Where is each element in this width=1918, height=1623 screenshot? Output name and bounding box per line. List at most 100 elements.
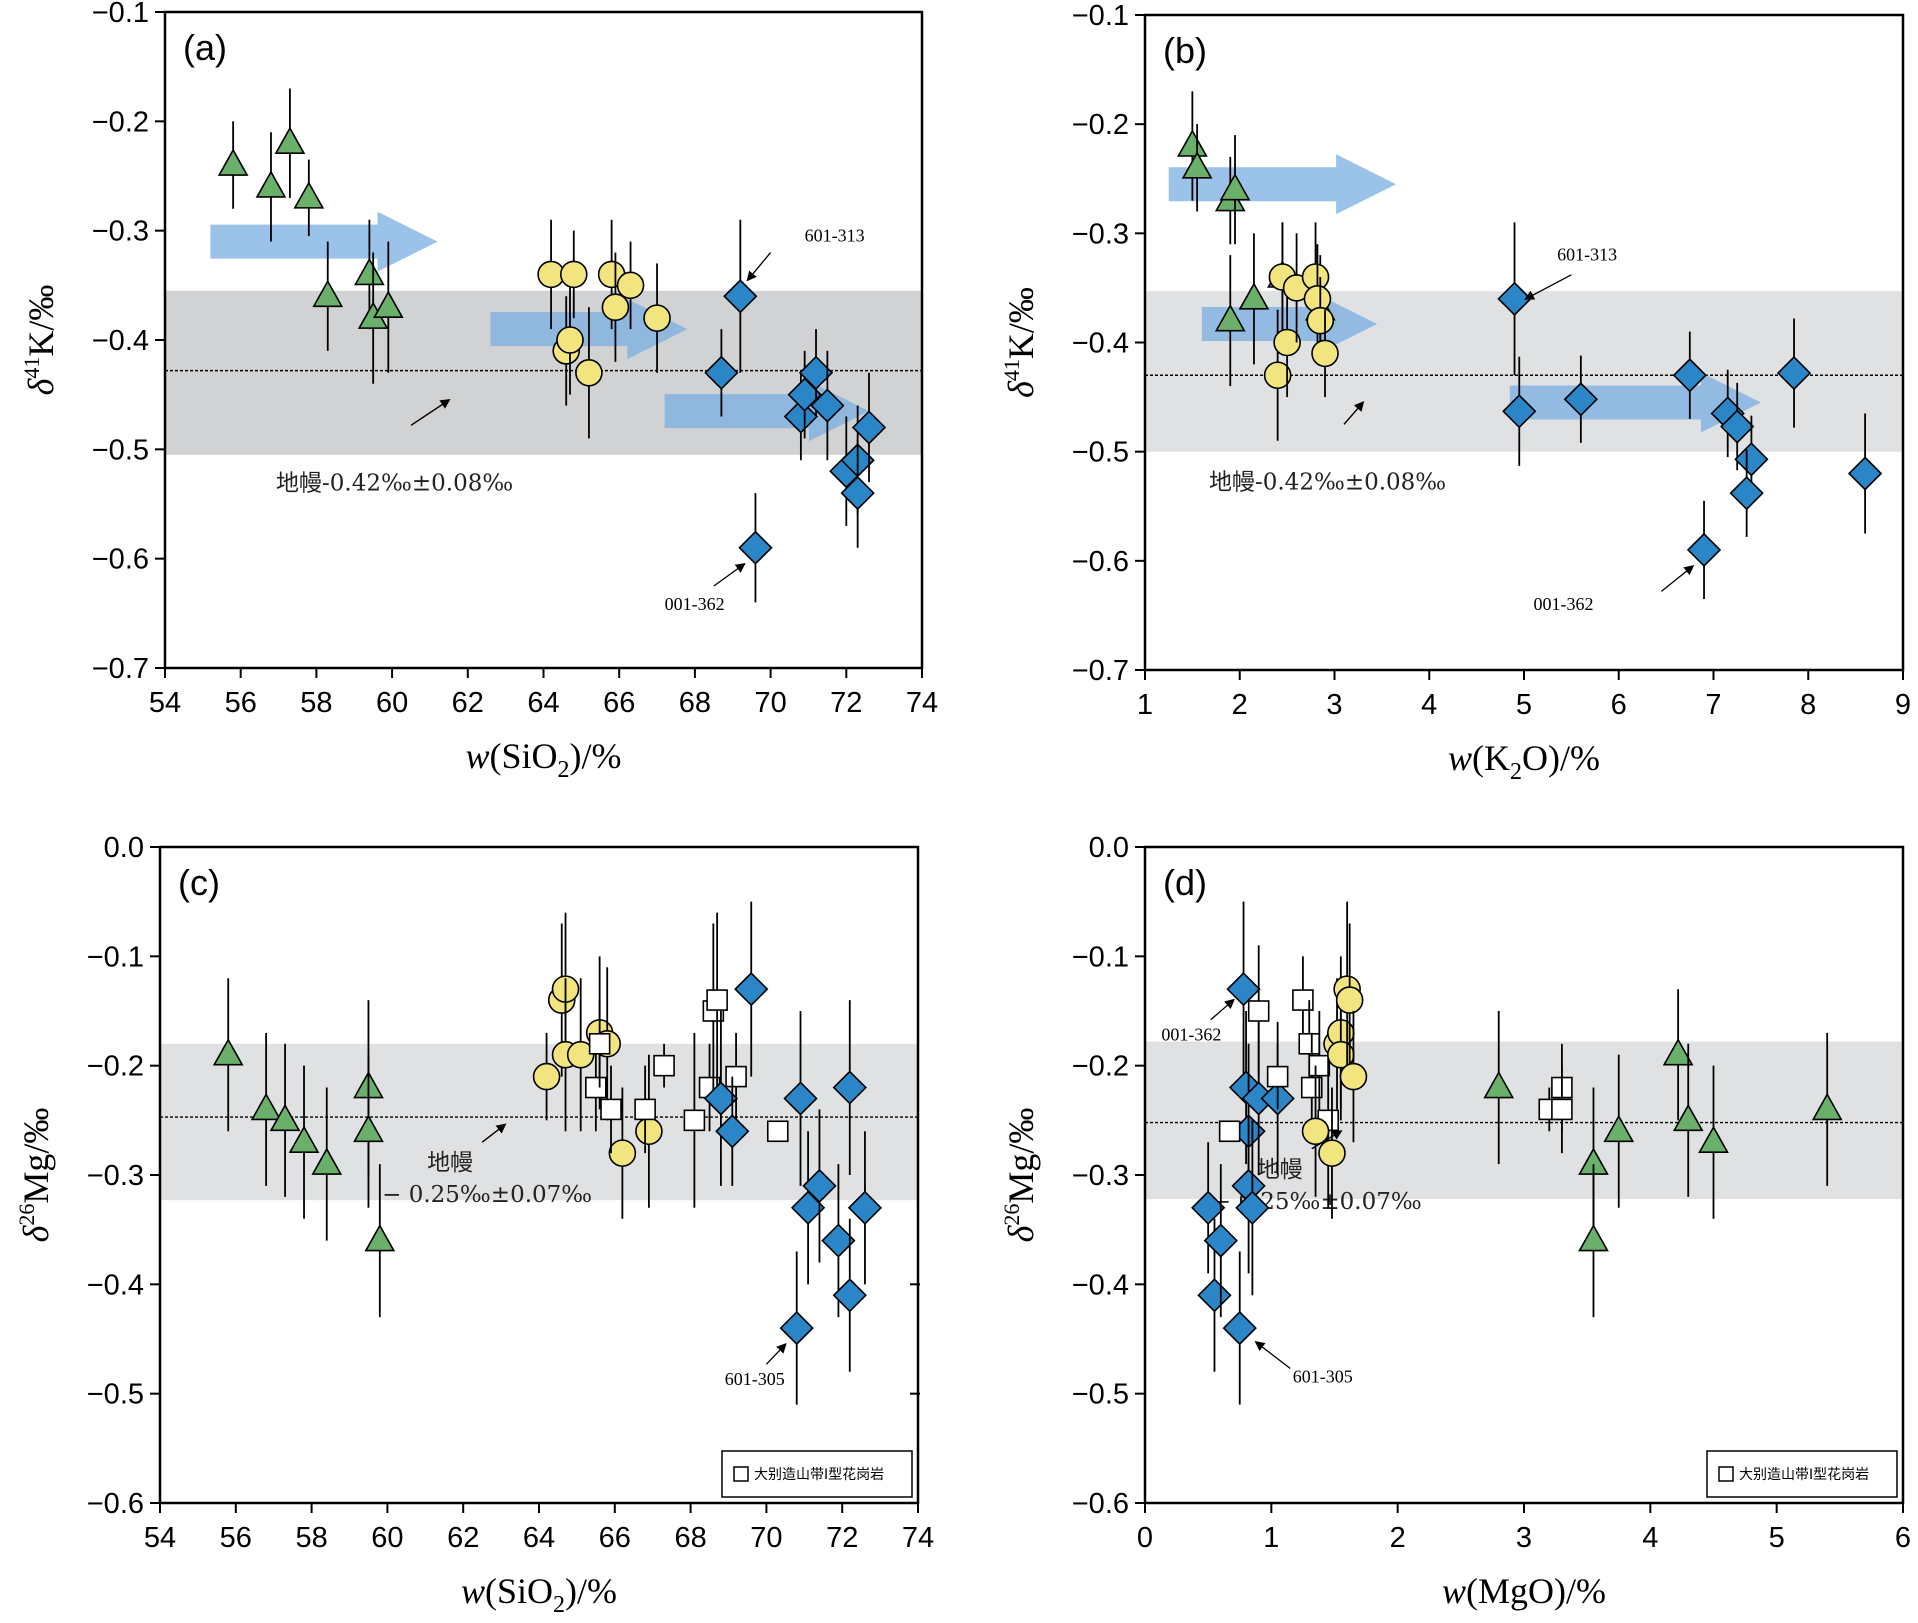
series-diamond [704,219,887,603]
x-tick-label: 62 [452,687,484,719]
diamond-point [1226,972,1261,1007]
x-tick-label: 0 [1137,1522,1153,1554]
x-axis-title-sub: 2 [553,1592,565,1618]
x-tick-label: 8 [1800,689,1816,721]
y-axis-title-main: Mg/‰ [16,1108,56,1204]
circle-point [1335,986,1364,1014]
x-tick-label: 64 [527,687,559,719]
panel-c: 54 56 58 60 62 64 66 68 70 72 74 −0.6 −0.5 −0.4 −0.3 −0… [14,832,934,1618]
x-axis-title-var: w [1448,738,1472,778]
diamond-point [1776,355,1812,391]
panel-d: 0 1 2 3 4 5 6 −0.6 −0.5 −0.4 −0.3 −0.2 −0.1 0.0 w(MgO)… [999,832,1911,1611]
circle-point [601,293,630,322]
sample-arrow [1660,565,1695,592]
x-tick-label: 58 [295,1522,327,1554]
y-tick-label: −0.2 [92,106,149,138]
y-tick-label: −0.5 [92,434,149,466]
diamond-point [783,399,819,434]
panel-label: (c) [178,862,220,903]
triangle-point [1672,1103,1704,1132]
square-point [1308,1054,1331,1077]
diamond-point [779,1310,814,1346]
panel-a: 54 56 58 60 62 64 66 68 70 72 74 −0.7 −0.6 −0.5 −0.4 −0… [19,0,938,783]
y-axis-title-var: δ [1001,1224,1041,1242]
y-tick-label: −0.4 [87,1269,144,1301]
legend-text: 大别造山带I型花岗岩 [1739,1467,1869,1483]
triangle-point [1214,304,1246,332]
diamond-point [715,1114,750,1149]
circle-point [616,271,645,300]
diamond-point [1686,532,1722,568]
x-tick-label: 68 [674,1522,706,1554]
triangle-point [288,1125,320,1153]
x-tick-label: 58 [300,687,332,719]
x-axis-title: w(SiO2)/% [465,736,621,783]
x-tick-label: 5 [1516,689,1532,721]
triangle-point [1811,1092,1843,1121]
x-tick-label: 56 [225,687,257,719]
mantle-arrow [481,1123,507,1143]
x-axis-title: w(K2O)/% [1448,738,1600,785]
sample-arrow [713,562,746,587]
x-tick-label: 3 [1516,1522,1532,1554]
series-triangle [212,978,396,1318]
x-axis-title: w(MgO)/% [1442,1571,1606,1611]
x-axis-title-post: )/% [565,1571,617,1611]
diamond-point [1847,456,1883,491]
mantle-label: 地幔 [427,1150,473,1176]
mantle-label: 地幔-0.42‰±0.08‰ [1209,469,1446,495]
square-point [1218,1120,1241,1143]
x-axis-title-var: w [465,736,489,776]
y-axis-title: δ26Mg/‰ [999,1108,1041,1243]
sample-arrow [1210,998,1235,1021]
circle-point [1263,361,1292,390]
legend-text: 大别造山带I型花岗岩 [754,1467,884,1483]
triangle-point [1483,1070,1515,1099]
diamond-point [1563,382,1598,417]
legend: 大别造山带I型花岗岩 [721,1450,913,1498]
square-point [766,1120,789,1143]
y-axis-title-main: K/‰ [21,285,61,357]
panel-label: (b) [1163,30,1207,71]
x-tick-label: 66 [599,1522,631,1554]
triangle-point [1238,282,1270,310]
square-point [634,1098,656,1121]
x-tick-label: 1 [1263,1522,1279,1554]
y-axis-title-main: K/‰ [1001,287,1041,359]
square-point [706,989,728,1011]
x-tick-label: 54 [144,1522,176,1554]
sample-label: 001-362 [1533,594,1593,614]
y-axis-title: δ41K/‰ [19,285,61,396]
x-tick-label: 4 [1642,1522,1658,1554]
legend-square-marker [733,1466,749,1482]
diamond-point [1502,394,1537,429]
triangle-point [1578,1223,1609,1252]
x-tick-label: 56 [220,1522,252,1554]
y-tick-label: 0.0 [104,832,144,864]
square-point [600,1098,622,1121]
legend: 大别造山带I型花岗岩 [1706,1450,1898,1498]
y-tick-label: 0.0 [1089,832,1129,864]
circle-point [556,326,584,354]
y-tick-label: −0.4 [1072,1269,1129,1301]
mantle-range-label: − 0.25‰±0.07‰ [382,1182,592,1208]
y-tick-label: −0.5 [1072,437,1129,469]
triangle-point [1181,151,1213,179]
triangle-point [1698,1125,1729,1153]
square-point [1551,1098,1573,1121]
x-axis-title-sub: 2 [558,757,570,783]
triangle-point [1219,173,1251,201]
circle-point [1301,1117,1330,1146]
y-axis-title-sup: 26 [14,1204,39,1226]
y-tick-label: −0.1 [92,0,149,29]
square-point [1247,1000,1270,1022]
x-tick-label: 7 [1705,689,1721,721]
diamond-point [1203,1223,1238,1258]
y-tick-label: −0.3 [1072,1160,1129,1192]
diamond-point [847,1190,883,1225]
diamond-point [840,475,875,511]
x-tick-label: 4 [1421,689,1437,721]
triangle-point [269,1103,301,1132]
triangle-point [255,170,287,198]
series-diamond [1191,901,1295,1405]
